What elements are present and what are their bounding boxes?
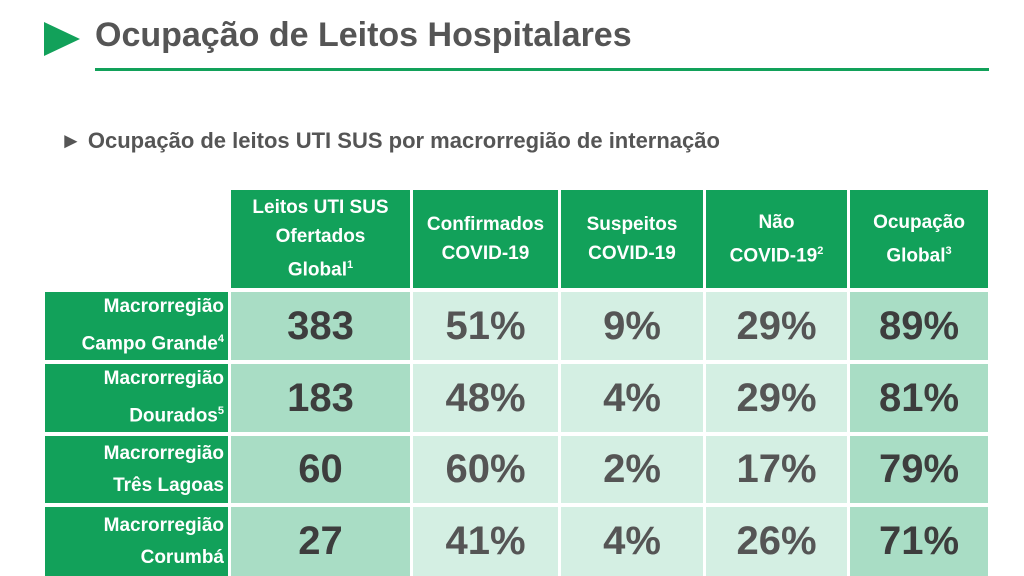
label-line: Global1 xyxy=(287,259,354,281)
table-cell: 89% xyxy=(850,292,988,360)
table-cell: 48% xyxy=(413,364,558,432)
table-cell: 2% xyxy=(561,436,703,503)
table-cell: 71% xyxy=(850,507,988,576)
label-line: Global3 xyxy=(886,244,952,267)
title-arrow-icon xyxy=(44,22,80,56)
table-cell: 4% xyxy=(561,507,703,576)
table-cell: 17% xyxy=(706,436,847,503)
column-header: Suspeitos COVID-19 xyxy=(561,190,703,288)
table-cell: 27 xyxy=(231,507,410,576)
page-title: Ocupação de Leitos Hospitalares xyxy=(95,16,632,54)
footnote-marker: 1 xyxy=(347,259,354,272)
label-line: COVID-19 xyxy=(588,243,676,264)
label-line: COVID-192 xyxy=(729,244,824,267)
footnote-marker: 5 xyxy=(217,405,224,418)
footnote-marker: 3 xyxy=(945,244,952,257)
label-line: Leitos UTI SUS xyxy=(252,197,389,219)
footnote-marker: 4 xyxy=(217,333,224,346)
table-cell: 29% xyxy=(706,364,847,432)
table-cell: 383 xyxy=(231,292,410,360)
label-line: Macrorregião xyxy=(103,514,224,536)
column-header: Leitos UTI SUS Ofertados Global1 xyxy=(231,190,410,288)
table-cell: 26% xyxy=(706,507,847,576)
row-header: Macrorregião Três Lagoas xyxy=(45,436,228,503)
column-header: Não COVID-192 xyxy=(706,190,847,288)
label-line: Macrorregião xyxy=(103,368,224,390)
table-cell: 41% xyxy=(413,507,558,576)
column-header: Confirmados COVID-19 xyxy=(413,190,558,288)
label-line: Corumbá xyxy=(140,546,224,568)
label-line: Não xyxy=(758,211,795,233)
table-cell: 60% xyxy=(413,436,558,503)
label-line: Macrorregião xyxy=(103,442,224,464)
label-line: Dourados5 xyxy=(129,405,224,427)
table-cell: 60 xyxy=(231,436,410,503)
label-line: Campo Grande4 xyxy=(81,333,224,355)
row-header: Macrorregião Dourados5 xyxy=(45,364,228,432)
label-line: COVID-19 xyxy=(441,243,530,264)
table-cell: 81% xyxy=(850,364,988,432)
table-cell: 79% xyxy=(850,436,988,503)
table-cell: 29% xyxy=(706,292,847,360)
title-divider xyxy=(95,68,989,71)
label-line: Ocupação xyxy=(873,211,965,233)
footnote-marker: 2 xyxy=(817,244,824,257)
row-header: Macrorregião Campo Grande4 xyxy=(45,292,228,360)
table-cell: 9% xyxy=(561,292,703,360)
section-subtitle: ► Ocupação de leitos UTI SUS por macrorr… xyxy=(60,128,720,153)
label-line: Confirmados xyxy=(426,214,545,235)
table-cell: 183 xyxy=(231,364,410,432)
label-line: Ofertados xyxy=(275,226,366,248)
table-cell: 4% xyxy=(561,364,703,432)
label-line: Suspeitos xyxy=(586,214,678,235)
label-line: Macrorregião xyxy=(103,296,224,318)
row-header: Macrorregião Corumbá xyxy=(45,507,228,576)
column-header: Ocupação Global3 xyxy=(850,190,988,288)
label-line: Três Lagoas xyxy=(113,474,224,496)
table-cell: 51% xyxy=(413,292,558,360)
